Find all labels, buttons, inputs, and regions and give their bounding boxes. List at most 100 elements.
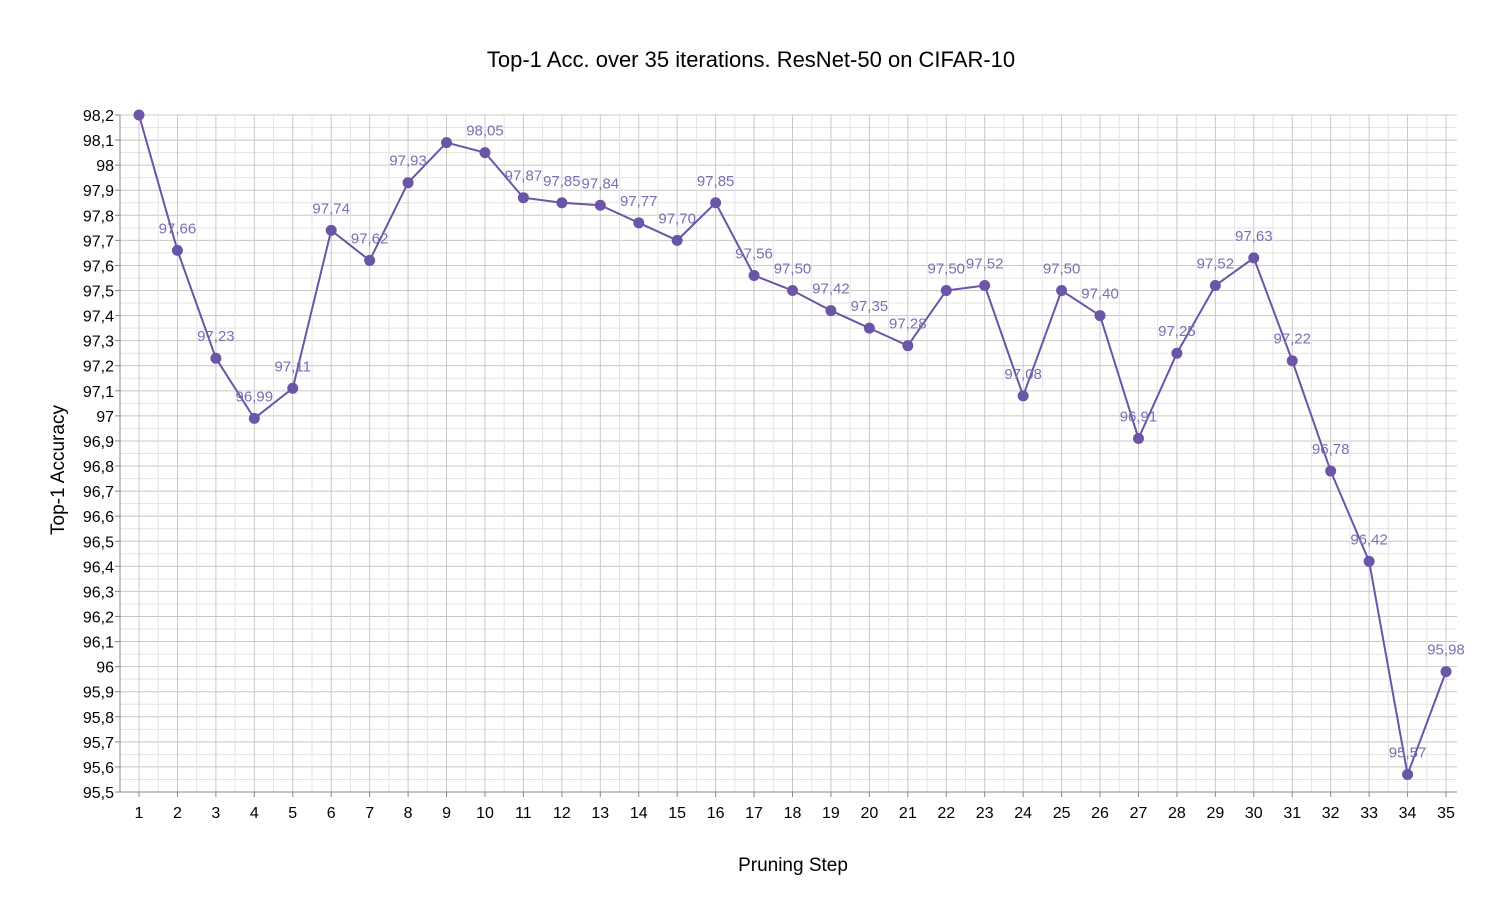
x-tick-label: 28 — [1168, 805, 1186, 822]
x-tick-label: 24 — [1014, 805, 1032, 822]
data-label: 97,56 — [735, 245, 773, 262]
y-axis-label: Top-1 Accuracy — [48, 405, 69, 535]
x-tick-label: 34 — [1399, 805, 1417, 822]
y-tick-label: 97,1 — [83, 384, 114, 401]
x-tick-label: 30 — [1245, 805, 1263, 822]
x-tick-label: 35 — [1437, 805, 1455, 822]
data-label: 97,87 — [505, 168, 543, 185]
x-axis-label: Pruning Step — [738, 855, 848, 876]
data-label: 97,50 — [927, 261, 965, 278]
grid — [120, 114, 1457, 793]
y-tick-label: 97,5 — [83, 284, 114, 301]
data-label: 97,08 — [1004, 366, 1042, 383]
data-label: 96,78 — [1312, 441, 1350, 458]
data-label: 95,57 — [1389, 744, 1427, 761]
data-point — [902, 340, 914, 352]
data-point — [248, 412, 260, 424]
y-tick-label: 97,6 — [83, 258, 114, 275]
x-tick-label: 15 — [668, 805, 686, 822]
data-point — [287, 382, 299, 394]
x-tick-label: 32 — [1322, 805, 1340, 822]
data-point — [1402, 768, 1414, 780]
data-label: 97,22 — [1273, 331, 1311, 348]
data-point — [441, 137, 453, 149]
y-tick-label: 97,2 — [83, 359, 114, 376]
data-point — [556, 197, 568, 209]
data-point — [133, 109, 145, 121]
x-tick-label: 7 — [365, 805, 374, 822]
x-tick-label: 1 — [135, 805, 144, 822]
data-point — [825, 305, 837, 317]
x-tick-label: 5 — [288, 805, 297, 822]
data-points — [133, 109, 1452, 780]
x-tick-label: 8 — [404, 805, 413, 822]
y-tick-label: 96,2 — [83, 609, 114, 626]
y-tick-label: 97,7 — [83, 233, 114, 250]
data-point — [1440, 666, 1452, 678]
y-tick-label: 95,8 — [83, 710, 114, 727]
y-tick-label: 96,5 — [83, 534, 114, 551]
data-label: 97,42 — [812, 281, 850, 298]
data-label: 97,23 — [197, 328, 235, 345]
y-tick-label: 96,4 — [83, 559, 114, 576]
data-point — [1248, 252, 1260, 264]
y-tick-label: 95,7 — [83, 735, 114, 752]
data-point — [1286, 355, 1298, 367]
x-tick-label: 26 — [1091, 805, 1109, 822]
x-tick-label: 2 — [173, 805, 182, 822]
data-point — [402, 177, 414, 189]
y-tick-label: 98,2 — [83, 108, 114, 125]
data-point — [710, 197, 722, 209]
data-point — [325, 224, 337, 236]
data-label: 96,42 — [1350, 531, 1388, 548]
y-tick-label: 97,3 — [83, 334, 114, 351]
y-tick-label: 98 — [96, 158, 114, 175]
x-tick-label: 31 — [1283, 805, 1301, 822]
data-label: 97,11 — [275, 358, 311, 375]
x-tick-label: 27 — [1130, 805, 1148, 822]
x-tick-label: 25 — [1053, 805, 1071, 822]
x-tick-label: 21 — [899, 805, 917, 822]
x-tick-label: 18 — [784, 805, 802, 822]
data-point — [210, 352, 222, 364]
data-point — [748, 269, 760, 281]
data-point — [1056, 285, 1068, 297]
x-tick-label: 3 — [211, 805, 220, 822]
y-tick-label: 97,4 — [83, 309, 114, 326]
x-tick-label: 12 — [553, 805, 571, 822]
data-point — [1325, 465, 1337, 477]
y-tick-label: 95,6 — [83, 760, 114, 777]
data-point — [787, 285, 798, 297]
data-label: 97,25 — [1158, 323, 1196, 340]
x-tick-label: 19 — [822, 805, 840, 822]
data-label: 97,93 — [389, 153, 427, 170]
data-label: 97,85 — [697, 173, 735, 190]
data-point — [1209, 280, 1221, 292]
data-label: 97,66 — [159, 220, 197, 237]
y-axis-ticks: 95,5 95,6 95,7 95,8 95,9 96 96,1 96,2 96,3 96,4 96… — [83, 108, 120, 802]
data-label: 97,35 — [851, 298, 889, 315]
x-tick-label: 11 — [515, 805, 532, 822]
data-point — [594, 199, 606, 211]
x-tick-label: 23 — [976, 805, 994, 822]
data-point — [863, 322, 875, 334]
data-label: 97,74 — [312, 200, 350, 217]
data-point — [1132, 432, 1144, 444]
axes — [119, 115, 1457, 793]
data-label: 97,63 — [1235, 228, 1273, 245]
data-point — [364, 254, 376, 266]
x-tick-label: 10 — [476, 805, 494, 822]
y-tick-label: 95,5 — [83, 785, 114, 802]
x-tick-label: 13 — [591, 805, 609, 822]
x-tick-label: 9 — [442, 805, 451, 822]
data-label: 97,40 — [1081, 286, 1119, 303]
data-label: 97,62 — [351, 230, 389, 247]
y-tick-label: 96,8 — [83, 459, 114, 476]
data-point — [940, 285, 952, 297]
y-tick-label: 97 — [96, 409, 114, 426]
data-point — [517, 192, 529, 204]
y-tick-label: 96,1 — [83, 635, 114, 652]
data-label: 97,77 — [620, 193, 658, 210]
